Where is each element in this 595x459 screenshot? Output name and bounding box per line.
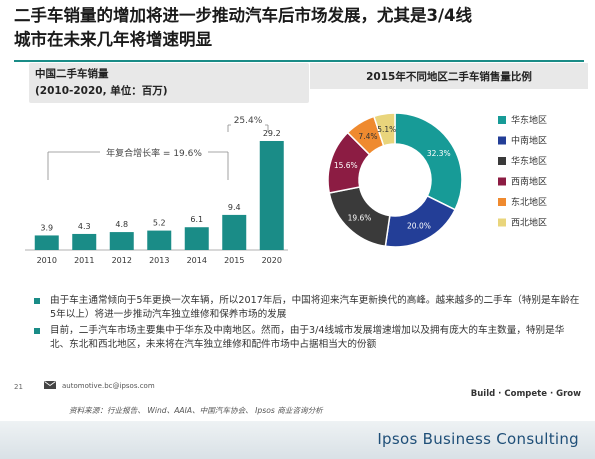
bar-value-label: 6.1 bbox=[190, 215, 203, 224]
bar-2010 bbox=[34, 235, 59, 250]
footer-band: Ipsos Business Consulting bbox=[0, 421, 595, 459]
pie-chart-title: 2015年不同地区二手车销售量比例 bbox=[366, 71, 532, 83]
slice-value-label: 15.6% bbox=[334, 161, 358, 170]
cagr-label: 年复合增长率 = 19.6% bbox=[106, 147, 202, 159]
bullet-list: 由于车主通常倾向于5年更换一次车辆，所以2017年后，中国将迎来汽车更新换代的高… bbox=[34, 294, 582, 354]
bar-2020 bbox=[259, 140, 284, 250]
bar-value-label: 4.3 bbox=[78, 222, 91, 231]
growth-label: 25.4% bbox=[234, 116, 263, 126]
bar-2012 bbox=[109, 232, 134, 250]
bar-chart-subtitle: (2010-2020, 单位：百万) bbox=[35, 85, 168, 97]
donut-slice bbox=[394, 112, 463, 211]
x-tick-label: 2012 bbox=[112, 256, 132, 265]
slide-title-line-1: 二手车销量的增加将进一步推动汽车后市场发展，尤其是3/4线 bbox=[14, 6, 472, 25]
source-note: 资料来源：行业报告、 Wind、AAIA、中国汽车协会、 Ipsos 商业咨询分… bbox=[69, 406, 323, 415]
bar-2015 bbox=[222, 214, 247, 250]
bar-chart-title: 中国二手车销量 bbox=[35, 68, 109, 80]
bullet-item: 目前，二手汽车市场主要集中于华东及中南地区。然而，由于3/4线城市发展增速增加以… bbox=[34, 324, 582, 352]
bullet-text: 目前，二手汽车市场主要集中于华东及中南地区。然而，由于3/4线城市发展增速增加以… bbox=[50, 325, 565, 350]
slice-value-label: 19.6% bbox=[348, 213, 372, 222]
legend-label: 华东地区 bbox=[511, 155, 547, 167]
legend-swatch bbox=[498, 198, 506, 206]
mail-icon bbox=[44, 381, 56, 389]
cagr-label-bg bbox=[100, 145, 208, 159]
slice-value-label: 20.0% bbox=[407, 222, 431, 231]
legend-swatch bbox=[498, 116, 506, 124]
slide-title: 二手车销量的增加将进一步推动汽车后市场发展，尤其是3/4线 城市在未来几年将增速… bbox=[14, 4, 584, 52]
bar-value-label: 29.2 bbox=[263, 129, 281, 138]
bar-2013 bbox=[147, 230, 172, 250]
bullet-marker bbox=[34, 298, 40, 304]
legend-swatch bbox=[498, 177, 506, 186]
x-tick-label: 2013 bbox=[149, 256, 169, 265]
slice-value-label: 32.3% bbox=[427, 149, 451, 158]
slogan: Build · Compete · Grow bbox=[470, 389, 581, 399]
brand-logo: Ipsos Business Consulting bbox=[377, 430, 579, 448]
x-tick-label: 2015 bbox=[224, 256, 244, 265]
bullet-text: 由于车主通常倾向于5年更换一次车辆，所以2017年后，中国将迎来汽车更新换代的高… bbox=[50, 295, 580, 320]
legend-label: 华东地区 bbox=[511, 114, 547, 126]
legend-swatch bbox=[498, 136, 506, 145]
bar-value-label: 4.8 bbox=[115, 220, 128, 229]
x-tick-label: 2020 bbox=[262, 256, 282, 265]
bar-chart-header: 中国二手车销量 (2010-2020, 单位：百万) bbox=[29, 63, 309, 103]
pie-chart-header: 2015年不同地区二手车销售量比例 bbox=[310, 63, 588, 89]
bar-value-label: 9.4 bbox=[228, 203, 241, 212]
slide-title-line-2: 城市在未来几年将增速明显 bbox=[14, 30, 212, 49]
legend-label: 西南地区 bbox=[511, 176, 547, 188]
legend-swatch bbox=[498, 157, 506, 165]
bar-value-label: 3.9 bbox=[40, 223, 53, 232]
legend-label: 中南地区 bbox=[511, 135, 547, 147]
bar-2014 bbox=[184, 227, 209, 250]
slice-value-label: 7.4% bbox=[358, 132, 377, 141]
bullet-item: 由于车主通常倾向于5年更换一次车辆，所以2017年后，中国将迎来汽车更新换代的高… bbox=[34, 294, 582, 322]
legend-label: 东北地区 bbox=[511, 196, 547, 208]
pie-chart: 32.3%20.0%19.6%15.6%7.4%5.1%华东地区中南地区华东地区… bbox=[327, 112, 547, 248]
title-divider bbox=[14, 60, 584, 62]
email-address[interactable]: automotive.bc@ipsos.com bbox=[62, 382, 155, 390]
x-tick-label: 2010 bbox=[37, 256, 57, 265]
bar-value-label: 5.2 bbox=[153, 219, 166, 228]
legend-label: 西北地区 bbox=[511, 217, 547, 229]
page-number: 21 bbox=[14, 383, 23, 391]
x-tick-label: 2014 bbox=[187, 256, 207, 265]
growth-label-bg bbox=[231, 112, 265, 126]
donut-slice bbox=[372, 112, 396, 147]
bar-chart: 年复合增长率 = 19.6% 25.4% 3.9 2010 4.3 2011 4.8 20… bbox=[25, 112, 288, 265]
legend-swatch bbox=[498, 218, 506, 227]
bullet-marker bbox=[34, 328, 40, 334]
x-tick-label: 2011 bbox=[74, 256, 94, 265]
bar-2011 bbox=[72, 233, 97, 250]
slice-value-label: 5.1% bbox=[377, 125, 396, 134]
